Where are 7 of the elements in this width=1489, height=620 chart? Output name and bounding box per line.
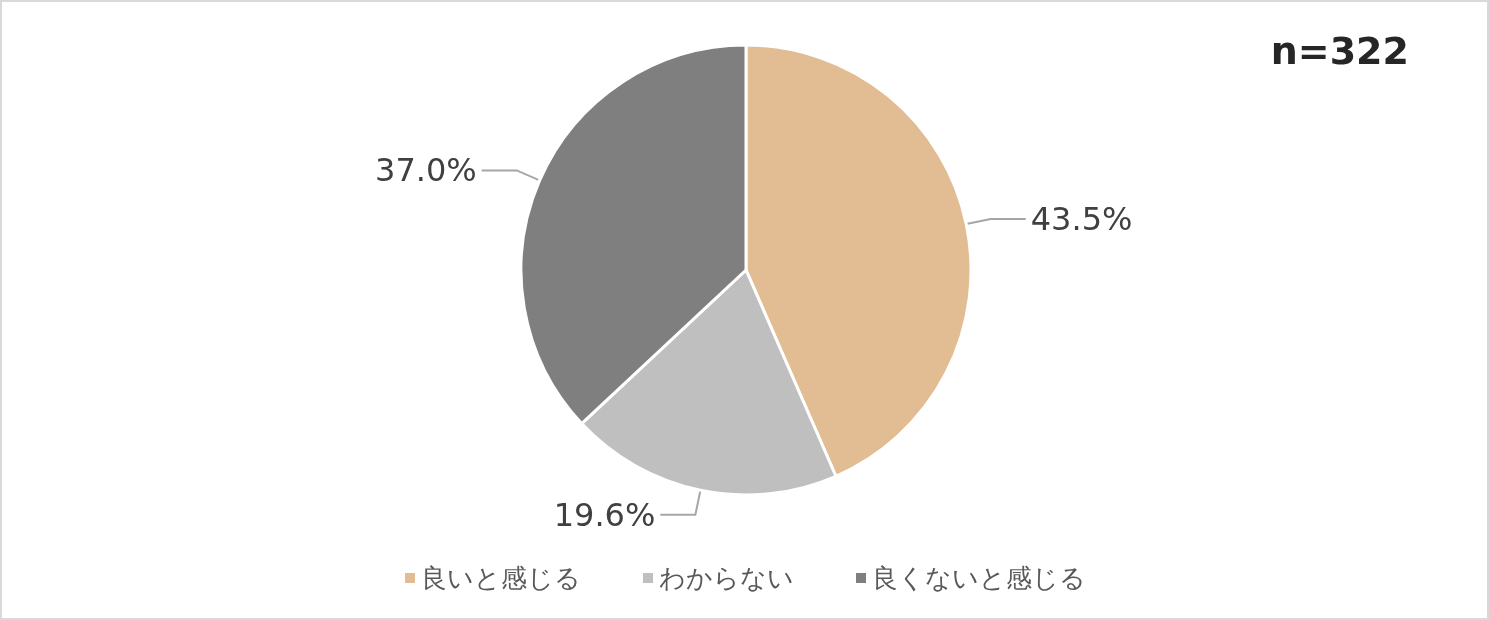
- data-label: 43.5%: [1030, 199, 1133, 238]
- legend-label: わからない: [659, 563, 794, 593]
- data-label: 19.6%: [553, 495, 656, 534]
- legend-label: 良いと感じる: [421, 563, 581, 593]
- text: n=322: [1270, 29, 1409, 73]
- data-label: 37.0%: [375, 151, 477, 190]
- legend-label: 良くないと感じる: [872, 563, 1086, 593]
